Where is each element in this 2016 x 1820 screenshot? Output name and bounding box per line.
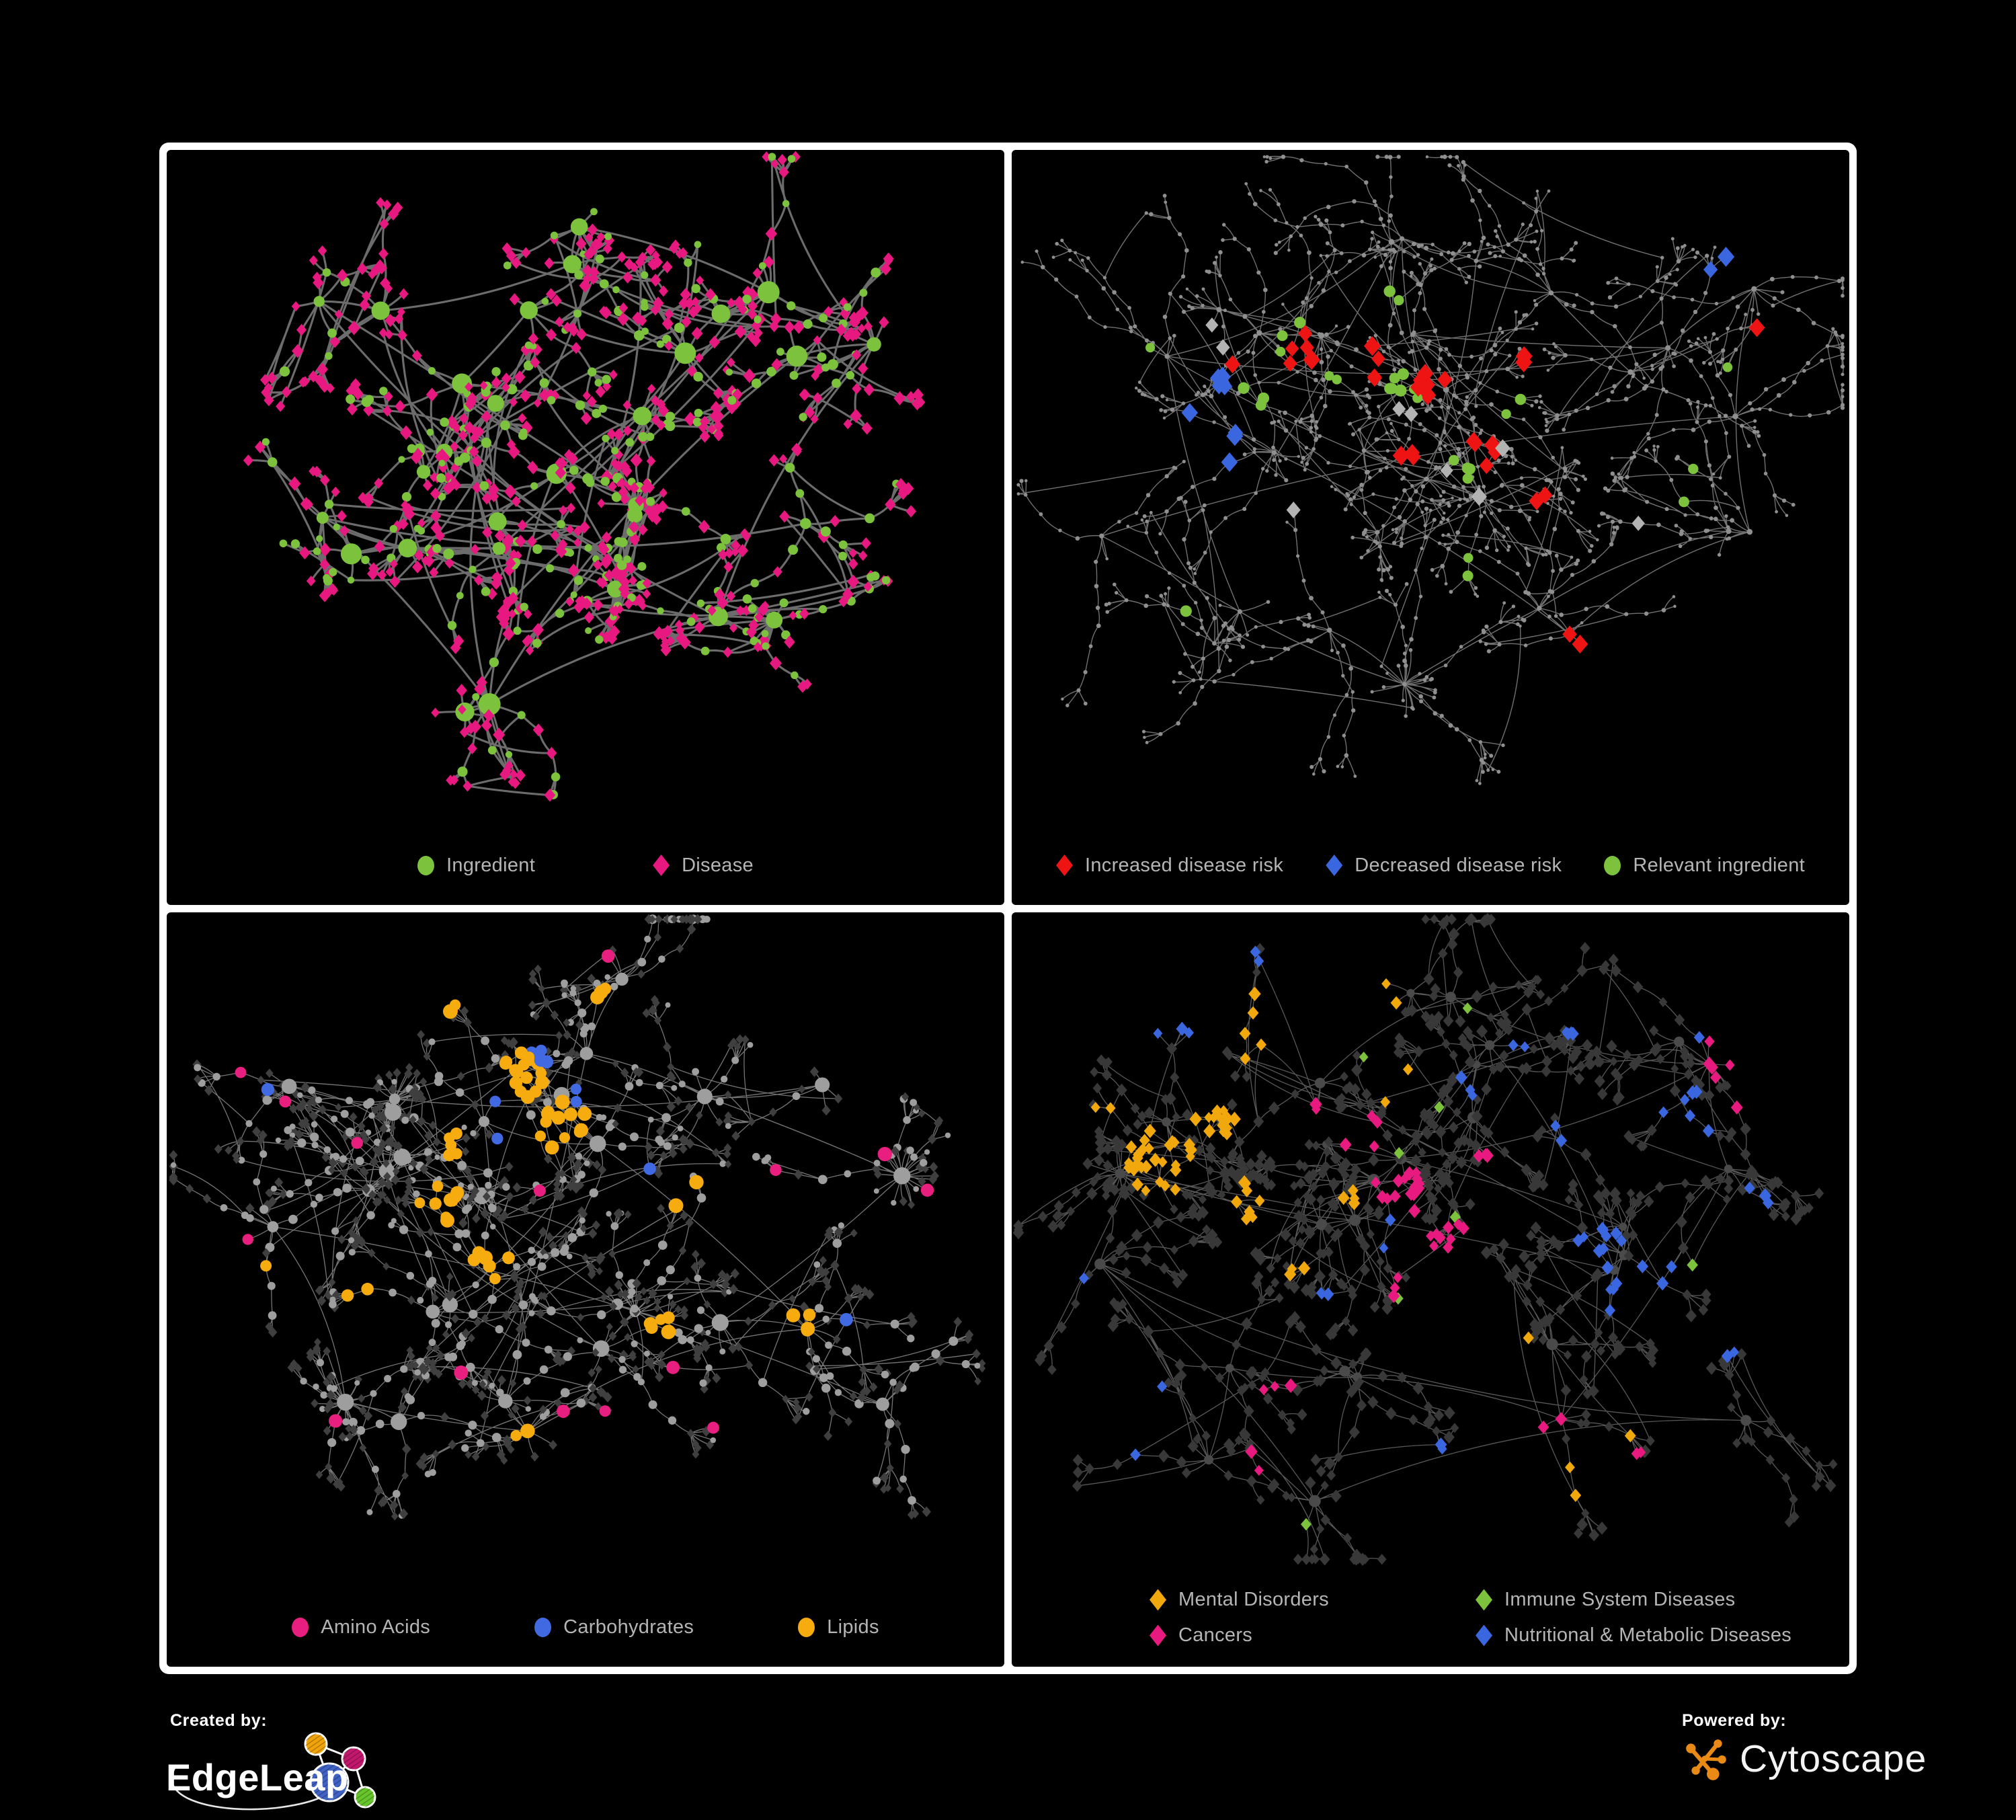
immune-system-diseases-node-icon	[1476, 1589, 1492, 1611]
legend-label: Lipids	[827, 1616, 879, 1638]
legend-disease-categories: Mental Disorders Immune System Diseases …	[1150, 1589, 1791, 1647]
increased-risk-node-icon	[1056, 855, 1073, 876]
legend-label: Carbohydrates	[563, 1616, 694, 1638]
created-by-block: Created by: EdgeLeap	[163, 1711, 419, 1815]
disease-category-network-graph	[1012, 912, 1838, 1566]
legend-label: Nutritional & Metabolic Diseases	[1504, 1624, 1792, 1646]
legend-item: Lipids	[798, 1616, 879, 1638]
powered-by-block: Powered by: Cytoscape	[1682, 1711, 1927, 1783]
cytoscape-logo-icon	[1686, 1739, 1726, 1780]
legend-disease-risk: Increased disease risk Decreased disease…	[1012, 855, 1849, 877]
legend-label: Increased disease risk	[1085, 854, 1284, 876]
legend-item: Amino Acids	[292, 1616, 430, 1638]
nutritional-metabolic-diseases-node-icon	[1476, 1624, 1492, 1647]
cancers-node-icon	[1150, 1624, 1166, 1647]
legend-item: Ingredient	[417, 855, 535, 877]
legend-label: Cancers	[1178, 1624, 1253, 1646]
legend-item: Immune System Diseases	[1476, 1589, 1791, 1611]
figure-frame: Ingredient Disease Increased disease ris…	[159, 143, 1857, 1674]
legend-item: Disease	[653, 855, 754, 877]
amino-acids-node-icon	[292, 1618, 309, 1637]
legend-nutrient-classes: Amino Acids Carbohydrates Lipids	[167, 1616, 1004, 1638]
edgeleap-logo: EdgeLeap	[166, 1732, 376, 1811]
ingredient-node-icon	[417, 855, 435, 875]
legend-item: Carbohydrates	[534, 1616, 694, 1638]
legend-item: Increased disease risk	[1056, 855, 1283, 877]
disease-node-icon	[653, 855, 670, 876]
nutrient-class-network-graph	[169, 913, 986, 1520]
legend-label: Immune System Diseases	[1504, 1589, 1736, 1610]
legend-label: Ingredient	[446, 854, 536, 876]
legend-label: Mental Disorders	[1178, 1589, 1329, 1610]
edgeleap-network-mark	[304, 1732, 376, 1809]
legend-ingredient-disease: Ingredient Disease	[167, 855, 1004, 877]
decreased-risk-node-icon	[1326, 855, 1343, 876]
cytoscape-wordmark: Cytoscape	[1740, 1737, 1927, 1780]
legend-item: Decreased disease risk	[1326, 855, 1562, 877]
carbohydrates-node-icon	[534, 1618, 552, 1637]
panel-disease-risk: Increased disease risk Decreased disease…	[1012, 150, 1849, 905]
disease-risk-network-graph	[1016, 154, 1845, 785]
edgeleap-wordmark: EdgeLeap	[166, 1756, 349, 1798]
relevant-ingredient-node-icon	[1604, 855, 1621, 875]
legend-label: Amino Acids	[321, 1616, 431, 1638]
legend-label: Disease	[682, 854, 754, 876]
created-by-label: Created by:	[170, 1711, 268, 1730]
ingredient-disease-network-graph	[243, 151, 926, 802]
lipids-node-icon	[798, 1618, 815, 1637]
legend-item: Relevant ingredient	[1604, 855, 1805, 877]
legend-label: Decreased disease risk	[1355, 854, 1562, 876]
panel-nutrient-classes: Amino Acids Carbohydrates Lipids	[167, 912, 1004, 1667]
legend-item: Nutritional & Metabolic Diseases	[1476, 1624, 1791, 1647]
powered-by-label: Powered by:	[1682, 1711, 1787, 1730]
legend-item: Mental Disorders	[1150, 1589, 1476, 1611]
legend-label: Relevant ingredient	[1633, 854, 1805, 876]
legend-item: Cancers	[1150, 1624, 1476, 1647]
panel-ingredient-disease: Ingredient Disease	[167, 150, 1004, 905]
mental-disorders-node-icon	[1150, 1589, 1166, 1611]
panel-disease-categories: Mental Disorders Immune System Diseases …	[1012, 912, 1849, 1667]
